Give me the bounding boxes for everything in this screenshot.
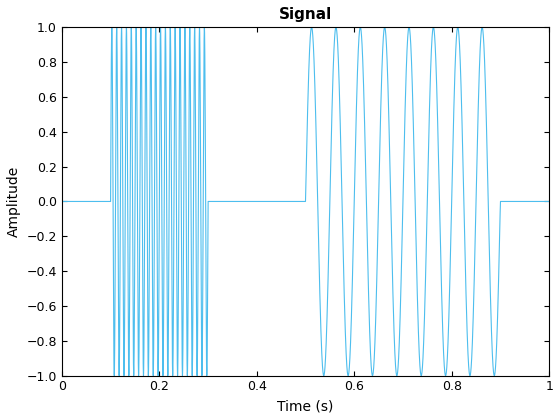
X-axis label: Time (s): Time (s) [277, 399, 334, 413]
Y-axis label: Amplitude: Amplitude [7, 166, 21, 237]
Title: Signal: Signal [279, 7, 332, 22]
